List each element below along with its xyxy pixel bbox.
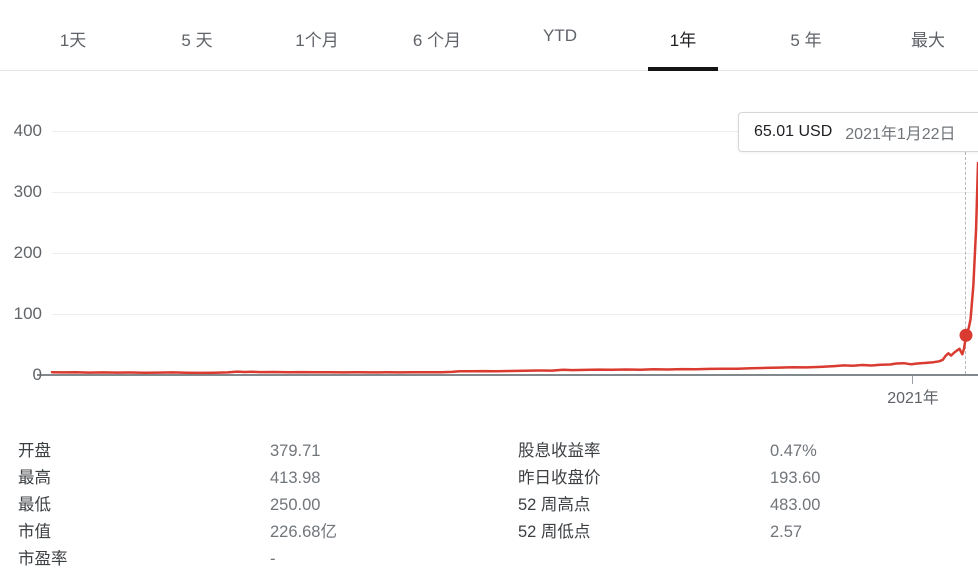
stat-value: 379.71 [270,442,321,460]
y-tick-label: 0 [32,365,42,384]
price-chart[interactable]: 400 300 200 100 0 2021年 65.01 USD 2021年1… [0,70,978,420]
tab-5-days[interactable]: 5 天 [181,31,213,50]
stat-label: 昨日收盘价 [518,469,601,487]
tab-1-year[interactable]: 1年 [669,31,697,50]
stat-label: 市盈率 [18,550,68,568]
y-tick-label: 100 [13,304,42,323]
stats-column-left: 开盘 379.71 最高 413.98 最低 250.00 市值 226.68亿… [18,438,478,573]
y-tick-label: 200 [13,243,42,262]
stat-row-prev-close: 昨日收盘价 193.60 [518,465,958,492]
stat-label: 市值 [18,523,51,541]
stat-value: - [270,550,276,568]
x-tick-label-2021: 2021年 [887,390,939,407]
stat-value: 2.57 [770,523,803,541]
tab-max[interactable]: 最大 [911,31,945,50]
y-tick-label: 300 [13,182,42,201]
stat-row-52wk-low: 52 周低点 2.57 [518,519,958,546]
tab-1-day[interactable]: 1天 [59,31,87,50]
stats-column-right: 股息收益率 0.47% 昨日收盘价 193.60 52 周高点 483.00 5… [518,438,958,546]
stat-label: 最低 [18,496,51,514]
x-axis-baseline [37,374,978,376]
stat-value: 193.60 [770,469,821,487]
stat-row-high: 最高 413.98 [18,465,478,492]
tooltip-date: 2021年1月22日 [845,126,956,143]
stat-row-market-cap: 市值 226.68亿 [18,519,478,546]
gridline-400 [52,131,978,132]
tab-6-months[interactable]: 6 个月 [412,31,462,50]
stat-label: 52 周高点 [518,496,591,514]
tooltip-price: 65.01 USD [754,123,833,140]
crosshair-line [965,152,967,374]
stat-row-open: 开盘 379.71 [18,438,478,465]
stat-label: 最高 [18,469,51,487]
price-line [50,161,978,375]
stat-row-pe-ratio: 市盈率 - [18,546,478,573]
tab-ytd[interactable]: YTD [543,26,577,45]
stat-row-dividend-yield: 股息收益率 0.47% [518,438,958,465]
tab-5-years[interactable]: 5 年 [790,31,822,50]
x-tick-2021 [912,376,913,384]
gridline-100 [52,314,978,315]
stat-label: 开盘 [18,442,51,460]
price-line-plot [50,161,978,375]
stat-value: 413.98 [270,469,321,487]
stat-row-low: 最低 250.00 [18,492,478,519]
stat-value: 0.47% [770,442,817,460]
stat-label: 股息收益率 [518,442,601,460]
gridline-200 [52,253,978,254]
range-tabbar: 1天 5 天 1个月 6 个月 YTD 1年 5 年 最大 [0,0,978,71]
price-tooltip: 65.01 USD 2021年1月22日 [738,112,978,152]
tab-1-month[interactable]: 1个月 [295,31,339,50]
hover-point-dot [959,328,973,342]
stat-value: 250.00 [270,496,321,514]
stat-value: 226.68亿 [270,523,337,541]
y-tick-label: 400 [13,121,42,140]
stat-label: 52 周低点 [518,523,591,541]
stat-value: 483.00 [770,496,821,514]
gridline-300 [52,192,978,193]
selected-tab-underline [648,67,718,71]
stat-row-52wk-high: 52 周高点 483.00 [518,492,958,519]
